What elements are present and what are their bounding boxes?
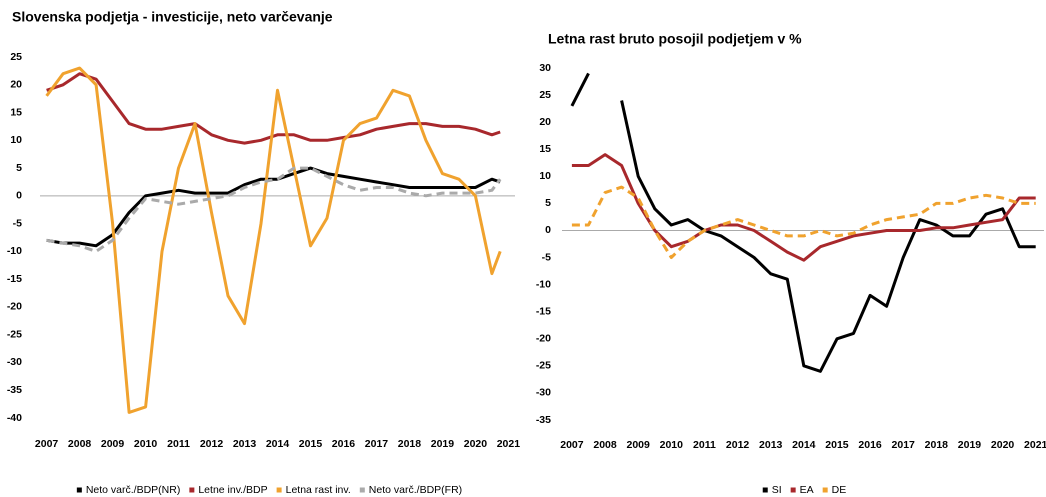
chart-title: Slovenska podjetja - investicije, neto v… [12,9,333,25]
x-tick-label: 2013 [759,439,783,451]
x-tick-label: 2019 [958,439,982,451]
x-tick-label: 2017 [892,439,916,451]
x-tick-label: 2012 [726,439,750,451]
x-tick-label: 2018 [925,439,949,451]
legend-marker [76,487,82,493]
x-tick-label: 2015 [299,438,323,450]
series-line [45,66,502,414]
x-tick-label: 2008 [68,438,92,450]
y-tick-label: 5 [16,162,22,174]
y-tick-label: -15 [7,273,22,285]
x-tick-label: 2010 [134,438,158,450]
y-tick-label: -35 [7,384,22,396]
y-tick-label: -25 [536,360,551,372]
x-tick-label: 2020 [464,438,488,450]
x-tick-label: 2016 [858,439,882,451]
x-tick-label: 2009 [101,438,125,450]
legend-marker [762,487,768,493]
y-tick-label: -5 [542,251,551,263]
series-line [570,72,1036,373]
x-tick-label: 2007 [35,438,59,450]
y-tick-label: 20 [10,79,22,91]
chart-title: Letna rast bruto posojil podjetjem v % [548,31,802,47]
x-tick-label: 2020 [991,439,1015,451]
series-line [46,72,501,145]
legend-marker [276,487,282,493]
y-tick-label: -40 [7,412,22,424]
y-tick-label: -30 [536,387,551,399]
x-tick-label: 2014 [266,438,290,450]
x-tick-label: 2009 [627,439,651,451]
y-tick-label: 0 [16,190,22,202]
legend-label: Neto varč./BDP(FR) [369,484,462,496]
legend-marker [790,487,796,493]
legend-label: Letna rast inv. [286,484,351,496]
x-tick-label: 2012 [200,438,224,450]
legend-label: Letne inv./BDP [198,484,267,496]
legend-label: DE [832,484,847,496]
y-tick-label: 30 [539,62,551,74]
x-tick-label: 2011 [693,439,716,451]
series-line [46,166,502,253]
x-tick-label: 2010 [660,439,684,451]
y-tick-label: 10 [539,170,551,182]
x-tick-label: 2021 [1024,439,1046,451]
y-tick-label: -30 [7,356,22,368]
y-tick-label: -25 [7,328,22,340]
y-tick-label: 15 [10,106,22,118]
series-line [571,185,1036,259]
x-tick-label: 2016 [332,438,356,450]
legend-marker [822,487,828,493]
x-tick-label: 2008 [593,439,617,451]
legend-marker [359,487,365,493]
legend-label: Neto varč./BDP(NR) [86,484,181,496]
y-tick-label: 20 [539,116,551,128]
y-tick-label: -35 [536,414,551,426]
legend-label: EA [800,484,814,496]
x-tick-label: 2019 [431,438,455,450]
x-tick-label: 2021 [497,438,521,450]
x-tick-label: 2013 [233,438,257,450]
x-tick-label: 2007 [560,439,584,451]
legend-label: SI [772,484,782,496]
y-tick-label: 25 [10,51,22,63]
x-tick-label: 2017 [365,438,389,450]
y-tick-label: 25 [539,89,551,101]
y-tick-label: -15 [536,305,551,317]
x-tick-label: 2018 [398,438,422,450]
y-tick-label: 0 [545,224,551,236]
y-tick-label: -10 [536,278,551,290]
y-tick-label: 5 [545,197,551,209]
y-tick-label: -5 [13,217,22,229]
y-tick-label: 10 [10,134,22,146]
y-tick-label: -20 [7,301,22,313]
legend-marker [189,487,195,493]
x-tick-label: 2014 [792,439,816,451]
x-tick-label: 2011 [167,438,190,450]
y-tick-label: -20 [536,333,551,345]
series-line [571,153,1036,262]
y-tick-label: 15 [539,143,551,155]
y-tick-label: -10 [7,245,22,257]
x-tick-label: 2015 [825,439,849,451]
